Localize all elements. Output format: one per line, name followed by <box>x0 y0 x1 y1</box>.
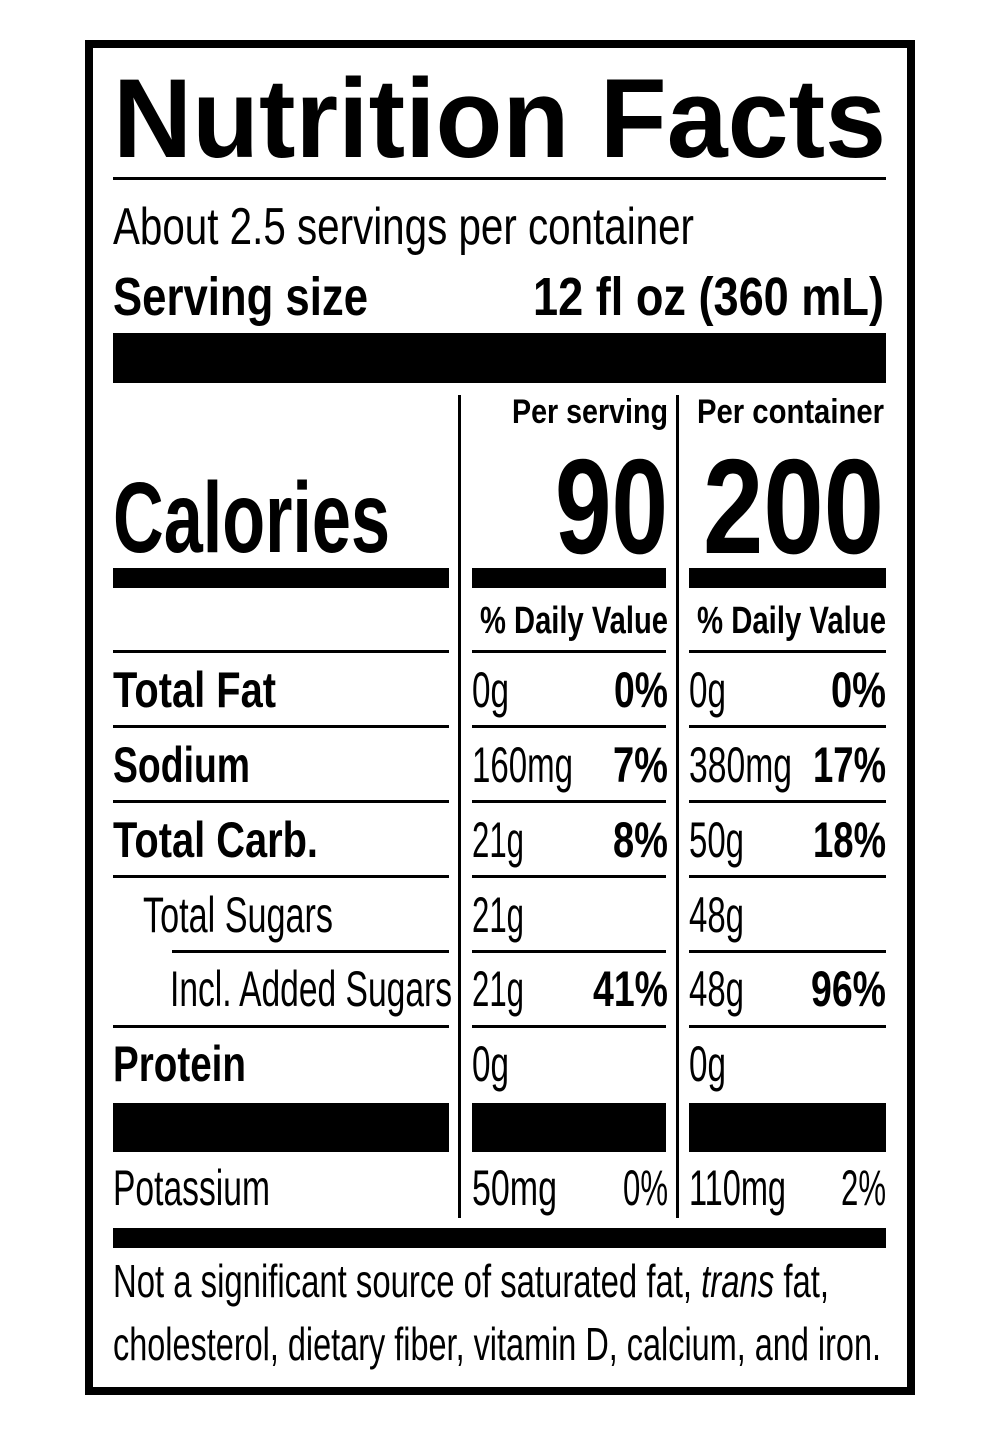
rule <box>689 725 886 728</box>
rule <box>472 950 666 953</box>
calories-label: Calories <box>113 462 390 574</box>
nutrient-name: Total Carb. <box>113 812 318 868</box>
daily-value: 0% <box>831 662 886 718</box>
column-heading: Per serving <box>512 393 668 431</box>
daily-value: 41% <box>593 961 668 1017</box>
title: Nutrition Facts <box>113 56 886 181</box>
rule <box>113 177 886 180</box>
nutrient-name: Total Fat <box>113 662 276 718</box>
daily-value: 0% <box>614 662 668 718</box>
amount: 21g <box>472 887 524 943</box>
column-divider <box>458 395 461 1218</box>
rule <box>472 875 666 878</box>
calories-value: 90 <box>555 431 668 582</box>
bar <box>113 1103 449 1152</box>
amount: 160mg <box>472 737 573 793</box>
footnote: cholesterol, dietary fiber, vitamin D, c… <box>113 1318 881 1370</box>
bar <box>113 568 449 588</box>
rule <box>172 950 449 953</box>
rule <box>113 800 449 803</box>
amount: 0g <box>689 662 726 718</box>
servings-per-container: About 2.5 servings per container <box>113 198 694 256</box>
rule <box>472 800 666 803</box>
bar <box>113 1228 886 1248</box>
label-border <box>85 40 915 1395</box>
nutrient-name: Incl. Added Sugars <box>170 961 452 1017</box>
rule <box>689 875 886 878</box>
thick-bar <box>113 333 886 383</box>
rule <box>689 650 886 653</box>
rule <box>689 800 886 803</box>
bar <box>689 1103 886 1152</box>
rule <box>472 1025 666 1028</box>
rule <box>472 650 666 653</box>
bar <box>689 568 886 588</box>
daily-value: 7% <box>613 737 668 793</box>
rule <box>113 1025 449 1028</box>
amount: 21g <box>472 812 524 868</box>
footnote-text: fat, <box>783 1255 829 1307</box>
calories-value: 200 <box>703 431 884 582</box>
footnote: Not a significant source of saturated fa… <box>113 1255 829 1307</box>
amount: 50g <box>689 812 744 868</box>
rule <box>113 650 449 653</box>
amount: 0g <box>472 662 509 718</box>
amount: 0g <box>472 1036 509 1092</box>
amount: 380mg <box>689 737 792 793</box>
amount: 110mg <box>689 1160 786 1216</box>
nutrient-name: Total Sugars <box>143 887 333 943</box>
daily-value: 17% <box>813 737 886 793</box>
column-divider <box>676 395 679 1218</box>
daily-value: 0% <box>623 1160 668 1216</box>
amount: 48g <box>689 887 744 943</box>
daily-value: 18% <box>813 812 886 868</box>
daily-value-heading: % Daily Value <box>480 600 668 642</box>
rule <box>689 950 886 953</box>
amount: 50mg <box>472 1160 557 1216</box>
nutrient-name: Protein <box>113 1036 246 1092</box>
nutrient-name: Potassium <box>113 1160 270 1216</box>
rule <box>113 725 449 728</box>
rule <box>689 1025 886 1028</box>
column-heading: Per container <box>697 393 884 431</box>
daily-value: 96% <box>811 961 886 1017</box>
daily-value-heading: % Daily Value <box>697 600 886 642</box>
rule <box>472 725 666 728</box>
footnote-italic: trans <box>701 1255 774 1307</box>
serving-size: 12 fl oz (360 mL) <box>533 267 884 327</box>
bar <box>472 1103 666 1152</box>
daily-value: 8% <box>613 812 668 868</box>
amount: 48g <box>689 961 744 1017</box>
daily-value: 2% <box>841 1160 886 1216</box>
nutrient-name: Sodium <box>113 737 250 793</box>
rule <box>113 875 449 878</box>
amount: 21g <box>472 961 524 1017</box>
bar <box>472 568 666 588</box>
footnote-text: Not a significant source of saturated fa… <box>113 1255 692 1307</box>
serving-size-label: Serving size <box>113 267 368 327</box>
amount: 0g <box>689 1036 726 1092</box>
